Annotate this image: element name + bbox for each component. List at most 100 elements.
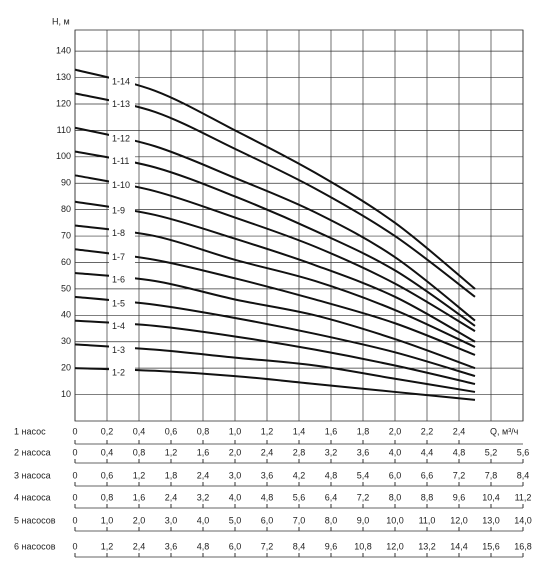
x-tick-label: 1,6 xyxy=(325,426,338,436)
row-label: 3 насоса xyxy=(14,470,51,480)
label-bg xyxy=(109,76,135,89)
pump-curve xyxy=(74,150,476,327)
y-tick-label: 120 xyxy=(56,98,71,108)
row-tick-label: 3,0 xyxy=(229,470,242,480)
x-tick-label: 1,2 xyxy=(261,426,274,436)
curve-label: 1-2 xyxy=(112,368,125,378)
row-tick-label: 4,8 xyxy=(261,492,274,502)
label-bg xyxy=(109,133,135,146)
row-tick-label: 7,2 xyxy=(261,541,274,551)
row-tick-label: 5,4 xyxy=(357,470,370,480)
row-tick-label: 11,2 xyxy=(515,492,532,502)
row-tick-label: 13,2 xyxy=(418,541,436,551)
row-tick-label: 8,4 xyxy=(293,541,306,551)
row-tick-label: 4,4 xyxy=(421,447,434,457)
label-bg xyxy=(109,205,135,218)
row-tick-label: 6,0 xyxy=(229,541,242,551)
row-tick-label: 3,6 xyxy=(261,470,274,480)
row-tick-label: 0 xyxy=(72,515,77,525)
row-tick-label: 4,2 xyxy=(293,470,306,480)
row-label: 6 насосов xyxy=(14,541,56,551)
pump-curve xyxy=(74,319,476,385)
row-tick-label: 7,8 xyxy=(485,470,498,480)
row-tick-label: 2,4 xyxy=(165,492,178,502)
y-tick-label: 60 xyxy=(61,257,71,267)
x-tick-label: 0,4 xyxy=(133,426,146,436)
y-tick-label: 30 xyxy=(61,336,71,346)
row-tick-label: 3,2 xyxy=(197,492,210,502)
label-bg xyxy=(109,274,135,287)
pump-curve xyxy=(74,367,476,401)
row-tick-label: 4,8 xyxy=(453,447,466,457)
x-tick-label: 0,6 xyxy=(165,426,178,436)
row-tick-label: 10,0 xyxy=(386,515,404,525)
row-tick-label: 1,2 xyxy=(133,470,146,480)
row-tick-label: 6,0 xyxy=(389,470,402,480)
x-tick-label: 2,4 xyxy=(453,426,466,436)
y-tick-label: 70 xyxy=(61,230,71,240)
row-tick-label: 3,6 xyxy=(357,447,370,457)
row-tick-label: 0 xyxy=(72,541,77,551)
row-tick-label: 9,6 xyxy=(325,541,338,551)
curve-label: 1-9 xyxy=(112,205,125,215)
curve-label: 1-10 xyxy=(112,180,130,190)
row-label: 4 насоса xyxy=(14,492,51,502)
y-tick-label: 10 xyxy=(61,389,71,399)
row-tick-label: 7,0 xyxy=(293,515,306,525)
pump-curve xyxy=(74,68,476,290)
x-tick-label: 2,2 xyxy=(421,426,434,436)
curve-label: 1-14 xyxy=(112,76,130,86)
row-tick-label: 7,2 xyxy=(453,470,466,480)
curve-label: 1-7 xyxy=(112,252,125,262)
x-axis-label: Q, м³/ч xyxy=(490,426,519,436)
curve-label: 1-13 xyxy=(112,99,130,109)
row-tick-label: 1,2 xyxy=(101,541,114,551)
pump-curve xyxy=(74,343,476,393)
row-tick-label: 3,6 xyxy=(165,541,178,551)
pump-curve xyxy=(74,272,476,370)
row-tick-label: 6,4 xyxy=(325,492,338,502)
row-tick-label: 4,8 xyxy=(325,470,338,480)
row-tick-label: 8,4 xyxy=(517,470,530,480)
row-tick-label: 13,0 xyxy=(482,515,500,525)
row-tick-label: 0,8 xyxy=(101,492,114,502)
x-tick-label: 1,0 xyxy=(229,426,242,436)
row-tick-label: 0 xyxy=(72,470,77,480)
row-tick-label: 2,4 xyxy=(133,541,146,551)
row-tick-label: 10,4 xyxy=(482,492,500,502)
label-bg xyxy=(109,367,135,380)
row-tick-label: 7,2 xyxy=(357,492,370,502)
y-tick-label: 80 xyxy=(61,204,71,214)
y-tick-label: 140 xyxy=(56,46,71,56)
row-tick-label: 12,0 xyxy=(450,515,468,525)
row-tick-label: 3,2 xyxy=(325,447,338,457)
row-tick-label: 0 xyxy=(72,447,77,457)
row-tick-label: 0 xyxy=(72,492,77,502)
row-tick-label: 6,6 xyxy=(421,470,434,480)
row-tick-label: 8,0 xyxy=(389,492,402,502)
y-tick-label: 110 xyxy=(57,125,71,135)
row-tick-label: 2,4 xyxy=(197,470,210,480)
label-bg xyxy=(109,298,135,311)
row-tick-label: 4,0 xyxy=(389,447,402,457)
row-tick-label: 1,6 xyxy=(197,447,210,457)
label-bg xyxy=(109,320,135,333)
y-tick-label: 130 xyxy=(56,72,71,82)
curve-label: 1-12 xyxy=(112,134,130,144)
row-tick-label: 11,0 xyxy=(419,515,436,525)
x-row-label: 1 насос xyxy=(14,426,46,436)
row-tick-label: 0,6 xyxy=(101,470,114,480)
curve-label: 1-11 xyxy=(112,156,129,166)
x-tick-label: 0 xyxy=(72,426,77,436)
row-tick-label: 0,4 xyxy=(101,447,114,457)
row-tick-label: 9,0 xyxy=(357,515,370,525)
row-tick-label: 2,8 xyxy=(293,447,306,457)
row-tick-label: 4,0 xyxy=(197,515,210,525)
row-tick-label: 8,8 xyxy=(421,492,434,502)
pump-curve xyxy=(74,224,476,348)
curve-label: 1-5 xyxy=(112,298,125,308)
row-tick-label: 10,8 xyxy=(354,541,372,551)
y-tick-label: 20 xyxy=(61,363,71,373)
row-tick-label: 1,6 xyxy=(133,492,146,502)
